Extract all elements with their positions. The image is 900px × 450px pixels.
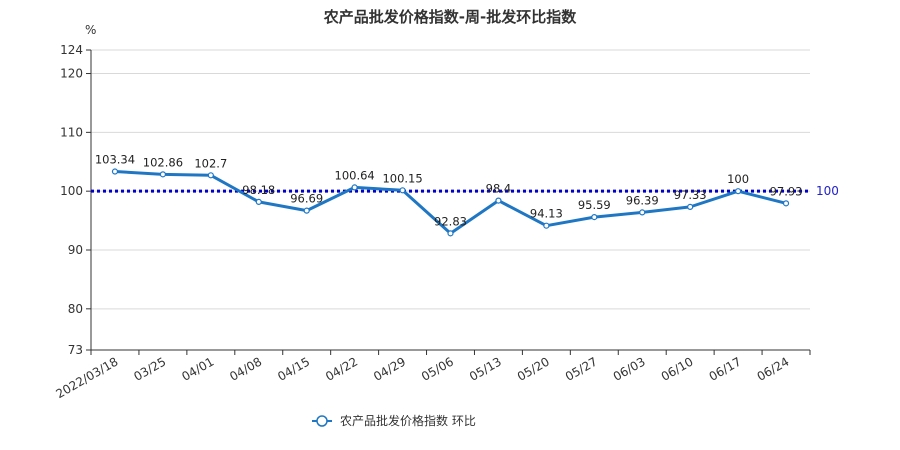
data-point[interactable] [303,207,310,214]
data-label: 97.33 [674,188,707,202]
x-tick-label: 06/10 [659,354,696,383]
data-label: 96.69 [290,192,323,206]
x-tick-label: 04/22 [323,354,360,383]
x-tick-label: 04/15 [275,354,312,383]
x-tick-label: 04/01 [179,354,216,383]
y-unit-label: % [85,23,96,37]
reference-line-label: 100 [816,184,839,198]
legend-label[interactable]: 农产品批发价格指数 环比 [340,413,476,428]
data-label: 100 [727,172,749,186]
data-label-layer: 103.34 102.86 102.7 98.18 96.69 100.64 100.15 9… [95,153,803,229]
data-point[interactable] [351,184,358,191]
x-tick-label: 04/08 [227,354,264,383]
x-tick-label: 05/20 [515,354,552,383]
y-tick-label: 80 [68,302,83,316]
y-tick-label: 124 [60,43,83,57]
data-label: 102.86 [143,155,183,169]
data-label: 103.34 [95,153,135,167]
data-point[interactable] [639,209,646,216]
data-point[interactable] [255,198,262,205]
data-point[interactable] [111,168,119,175]
x-tick-label: 03/25 [131,354,168,383]
series-layer [111,168,790,237]
y-tick-label: 73 [68,343,83,357]
data-point[interactable] [591,214,598,221]
data-point[interactable] [782,200,790,207]
y-tick-label: 110 [60,125,83,139]
axis-layer: 73 80 90 100 110 120 124 2022/03/18 03/25 04/01 04… [54,43,811,401]
x-tick-label: 06/03 [611,354,648,383]
chart-title: 农产品批发价格指数-周-批发环比指数 [323,8,577,26]
x-tick-label: 05/06 [419,354,456,383]
legend-marker [316,415,328,427]
y-tick-label: 90 [68,243,83,257]
data-point[interactable] [207,172,214,179]
data-label: 102.7 [194,156,227,170]
data-point[interactable] [495,197,502,204]
x-tick-label: 05/27 [563,354,600,383]
reference-line-layer: 100 [91,184,839,198]
data-label: 98.4 [486,182,512,196]
data-label: 94.13 [530,207,563,221]
data-point[interactable] [543,222,550,229]
data-label: 95.59 [578,198,611,212]
data-label: 100.15 [382,171,422,185]
data-point[interactable] [159,171,166,178]
y-tick-label: 100 [60,184,83,198]
data-point[interactable] [687,203,694,210]
data-label: 100.64 [335,168,375,182]
data-label: 98.18 [242,183,275,197]
data-point[interactable] [447,230,454,237]
x-tick-label: 04/29 [371,354,408,383]
x-tick-label: 06/17 [707,354,744,383]
x-tick-label: 06/24 [755,354,792,383]
data-point[interactable] [734,188,742,195]
x-tick-label: 2022/03/18 [54,354,121,401]
data-label: 92.83 [434,214,467,228]
y-tick-label: 120 [60,67,83,81]
data-label: 96.39 [626,193,659,207]
data-point[interactable] [399,187,406,194]
data-label: 97.93 [770,184,803,198]
grid-layer [91,49,810,310]
legend[interactable]: 农产品批发价格指数 环比 [312,413,476,428]
x-tick-label: 05/13 [467,354,504,383]
